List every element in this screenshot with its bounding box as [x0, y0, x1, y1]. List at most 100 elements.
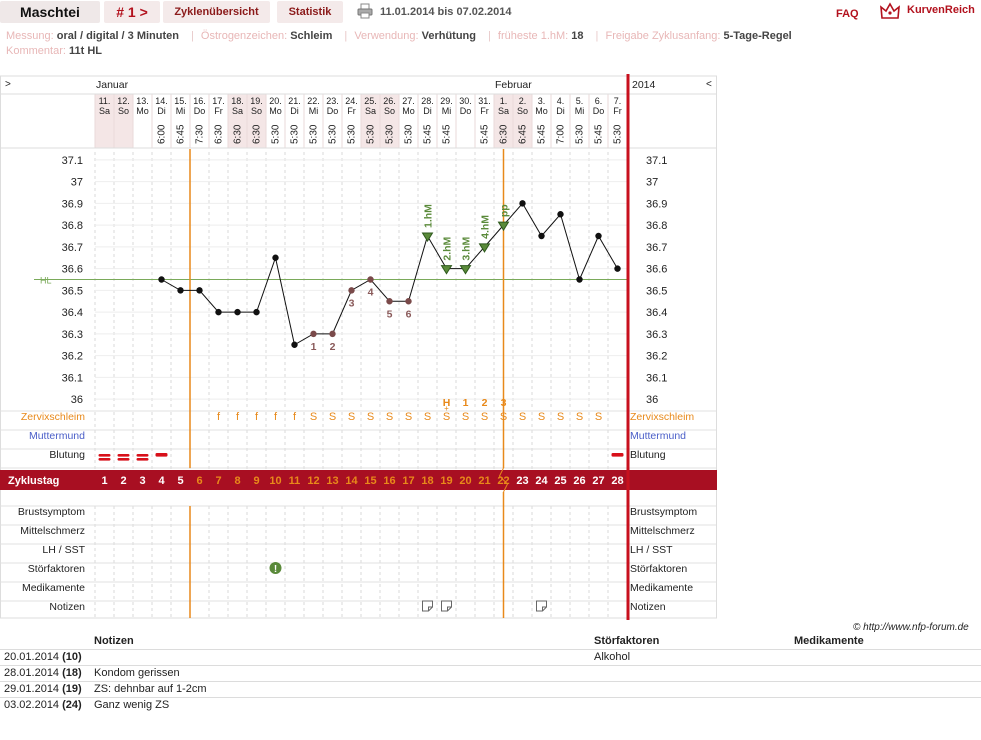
bleeding-mark — [98, 454, 111, 457]
temperature-point — [595, 232, 602, 240]
measure-time-label: 5:45 — [442, 124, 453, 144]
weekday-label: Do — [460, 106, 472, 116]
cycle-day-band — [0, 470, 717, 490]
meta-label: Östrogenzeichen: — [200, 30, 288, 42]
note-date: 03.02.2014 — [4, 699, 60, 712]
weekend-shade — [513, 94, 532, 148]
meta-value: Verhütung — [421, 30, 476, 42]
cycle-day-value: 27 — [592, 475, 604, 487]
warning-glyph: ! — [274, 564, 277, 575]
measure-time-label: 5:30 — [290, 124, 301, 144]
crown-icon[interactable] — [880, 2, 900, 20]
weekday-label: Mi — [442, 106, 452, 116]
cycle-day-value: 16 — [383, 475, 395, 487]
weekday-label: Di — [556, 106, 565, 116]
mucus-value: S — [481, 411, 488, 423]
y-tick-label: 36.6 — [646, 264, 667, 276]
mucus-value: S — [329, 411, 336, 423]
date-tick-label: 5. — [576, 96, 584, 106]
weekday-label: Mo — [535, 106, 548, 116]
date-tick-label: 29. — [440, 96, 453, 106]
temperature-point — [215, 308, 222, 316]
warning-circle-icon — [269, 562, 282, 574]
temperature-point — [272, 254, 279, 261]
cycle-day-value: 5 — [177, 475, 183, 487]
mucus-peak-label: 1 — [463, 397, 469, 409]
cycle-day-value: 7 — [215, 475, 221, 487]
note-disturbance: Alkohol — [594, 648, 794, 665]
brand-name[interactable]: KurvenReich — [907, 4, 975, 16]
tab-statistics[interactable]: Statistik — [277, 1, 343, 23]
mucus-value: S — [405, 411, 412, 423]
row-label: LH / SST — [42, 544, 85, 556]
mucus-peak-label: 3 — [501, 397, 507, 409]
note-cycle-day: (24) — [62, 699, 82, 712]
low-measurement-label: 2 — [330, 341, 336, 353]
note-icon — [441, 600, 452, 612]
y-tick-label: 36.5 — [646, 285, 667, 297]
y-tick-label: 36.7 — [646, 242, 667, 254]
note-date: 20.01.2014 — [4, 651, 60, 663]
weekday-label: Mi — [575, 106, 585, 116]
date-tick-label: 4. — [557, 96, 565, 106]
disturbances-column-header: Störfaktoren — [594, 634, 660, 647]
temperature-point — [253, 308, 260, 316]
y-tick-label: 36.8 — [62, 220, 83, 232]
weekday-label: So — [118, 106, 129, 116]
date-tick-label: 13. — [136, 96, 149, 106]
weekday-label: Mi — [176, 106, 186, 116]
month-label: Februar — [495, 79, 532, 91]
date-tick-label: 27. — [402, 96, 415, 106]
user-name-tab[interactable]: Maschtei — [0, 1, 100, 23]
temperature-point — [177, 287, 184, 294]
weekday-label: Do — [194, 106, 206, 116]
mucus-value: S — [538, 411, 545, 423]
measurement-info: Messung: oral / digital / 3 Minuten | Öst… — [6, 30, 792, 42]
cycle-day-value: 20 — [459, 475, 471, 487]
mucus-value: S — [424, 411, 431, 423]
cycle-day-value: 25 — [554, 475, 566, 487]
measure-time-label: 5:30 — [309, 124, 320, 144]
bleeding-mark — [611, 453, 624, 456]
mucus-value: S — [500, 411, 507, 423]
date-tick-label: 26. — [383, 96, 396, 106]
high-measurement-point — [478, 243, 491, 253]
mucus-value: S — [348, 411, 355, 423]
y-tick-label: 37 — [71, 177, 83, 189]
y-tick-label: 36 — [646, 394, 658, 406]
weekend-shade — [95, 94, 114, 148]
measure-time-label: 7:00 — [556, 124, 567, 144]
cycle-selector-tab[interactable]: # 1 > — [104, 1, 160, 23]
row-label: Medikamente — [22, 582, 85, 594]
low-measurement-point — [367, 276, 374, 283]
date-tick-label: 23. — [326, 96, 339, 106]
date-tick-label: 7. — [614, 96, 622, 106]
row-label: Störfaktoren — [28, 563, 85, 575]
faq-link[interactable]: FAQ — [836, 8, 859, 20]
high-measurement-label: 2.hM — [442, 236, 454, 260]
weekday-label: Di — [290, 106, 299, 116]
y-tick-label: 36.4 — [646, 307, 667, 319]
meta-label: Messung: — [6, 30, 54, 42]
note-date: 28.01.2014 — [4, 667, 60, 679]
cycle-chart: Januar Februar> 2014 <11.Sa12.So13.Mo14.Di6… — [0, 74, 717, 620]
bleeding-mark — [117, 454, 130, 457]
cycle-day-value: 15 — [364, 475, 376, 487]
y-tick-label: 37 — [646, 177, 658, 189]
temperature-point — [234, 308, 241, 316]
meta-label: früheste 1.hM: — [497, 30, 569, 42]
measure-time-label: 5:30 — [385, 124, 396, 144]
low-measurement-point — [405, 298, 412, 305]
meta-label: Kommentar: — [6, 45, 66, 57]
printer-icon[interactable] — [357, 3, 373, 19]
tab-cycle-overview[interactable]: Zyklenübersicht — [163, 1, 270, 23]
meta-label: Freigabe Zyklusanfang: — [605, 30, 721, 42]
mucus-value: f — [236, 411, 240, 423]
measure-time-label: 5:30 — [366, 124, 377, 144]
weekend-shade — [114, 94, 133, 148]
low-measurement-point — [329, 330, 336, 338]
date-tick-label: 2. — [519, 96, 527, 106]
weekend-shade — [494, 94, 513, 148]
note-cycle-day: (19) — [62, 683, 82, 695]
notes-column-header: Notizen — [94, 634, 134, 647]
